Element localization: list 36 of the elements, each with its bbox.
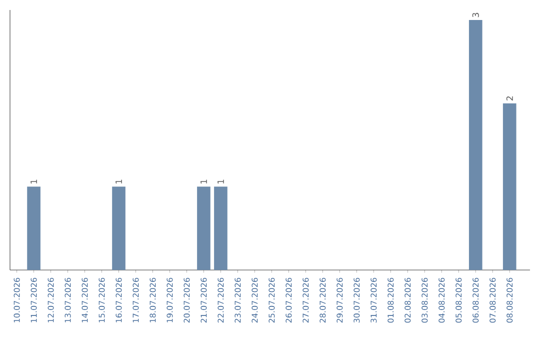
x-tick-label: 18.07.2026: [150, 278, 156, 322]
x-tick-label: 24.07.2026: [252, 278, 258, 323]
x-tick-label: 04.08.2026: [438, 278, 445, 323]
data-label: 1: [30, 180, 37, 184]
data-label: 1: [218, 180, 224, 184]
x-tick-label: 14.07.2026: [82, 278, 88, 322]
x-tick-label: 12.07.2026: [48, 278, 54, 322]
x-tick-label: 02.08.2026: [404, 278, 411, 323]
data-label: 1: [200, 180, 207, 184]
x-tick-label: 01.08.2026: [388, 278, 394, 323]
x-tick-label: 15.07.2026: [98, 278, 105, 322]
x-tick-label: 07.08.2026: [490, 278, 496, 323]
x-tick-label: 31.07.2026: [370, 278, 377, 323]
x-tick-label: 28.07.2026: [320, 278, 326, 323]
x-tick-label: 25.07.2026: [268, 278, 275, 323]
x-tick-label: 03.08.2026: [422, 278, 428, 323]
x-tick-label: 11.07.2026: [30, 278, 37, 322]
x-tick-label: 27.07.2026: [302, 278, 309, 323]
data-label: 1: [116, 180, 122, 184]
x-tick-label: 08.08.2026: [506, 278, 513, 323]
x-tick-label: 13.07.2026: [64, 278, 71, 322]
x-tick-label: 19.07.2026: [166, 278, 173, 322]
data-label: 2: [506, 96, 513, 100]
x-tick-label: 06.08.2026: [472, 278, 479, 323]
x-tick-label: 20.07.2026: [184, 278, 190, 323]
x-tick-label: 17.07.2026: [132, 278, 139, 322]
x-tick-label: 05.08.2026: [456, 278, 462, 323]
x-tick-label: 29.07.2026: [336, 278, 343, 323]
x-tick-label: 16.07.2026: [116, 278, 122, 322]
x-tick-label: 22.07.2026: [218, 278, 224, 323]
x-tick-label: 30.07.2026: [354, 278, 360, 323]
x-tick-label: 10.07.2026: [14, 278, 20, 322]
data-label: 3: [472, 12, 479, 18]
x-tick-label: 23.07.2026: [234, 278, 241, 323]
x-tick-label: 26.07.2026: [286, 278, 292, 323]
x-tick-label: 21.07.2026: [200, 278, 207, 323]
